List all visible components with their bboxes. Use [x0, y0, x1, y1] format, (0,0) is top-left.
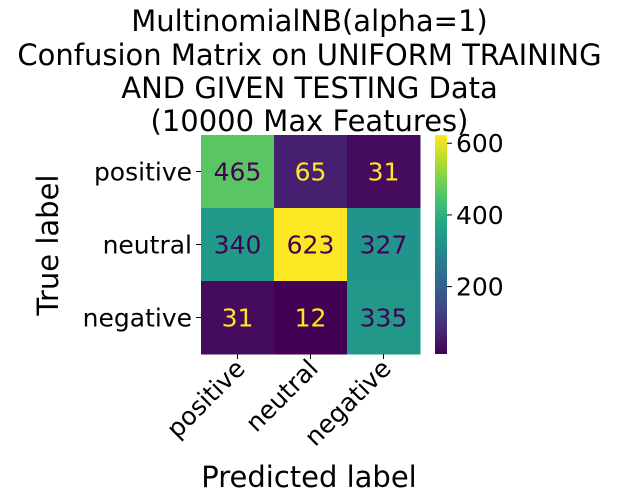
y-axis-ticks: positive neutral negative [83, 158, 201, 333]
matrix-cell [347, 281, 421, 355]
matrix-cell-labels: 465 65 31 340 623 327 31 12 335 [214, 158, 408, 333]
colorbar-tick-label: 200 [456, 273, 504, 302]
colorbar: 200 400 600 [435, 129, 504, 354]
y-tick-label: positive [94, 158, 192, 187]
title-line-3: AND GIVEN TESTING Data [121, 71, 498, 105]
cell-value-label: 340 [214, 231, 262, 260]
matrix-cell [274, 208, 348, 282]
cell-value-label: 327 [360, 231, 408, 260]
title-line-1: MultinomialNB(alpha=1) [131, 4, 488, 38]
y-axis-label: True label [31, 175, 65, 317]
colorbar-ticks: 200 400 600 [447, 129, 504, 302]
x-tick-label: positive [161, 354, 251, 444]
cell-value-label: 31 [222, 304, 254, 333]
cell-value-label: 65 [295, 158, 327, 187]
matrix-cell [347, 208, 421, 282]
matrix-cell [201, 135, 275, 209]
cell-value-label: 623 [287, 231, 335, 260]
colorbar-tick-label: 400 [456, 201, 504, 230]
matrix-cell [274, 135, 348, 209]
matrix-cell [347, 135, 421, 209]
cell-value-label: 465 [214, 158, 262, 187]
title-line-2: Confusion Matrix on UNIFORM TRAINING [17, 38, 602, 72]
colorbar-tick-label: 600 [456, 129, 504, 158]
title-line-4: (10000 Max Features) [150, 104, 469, 138]
matrix-cell [201, 208, 275, 282]
y-tick-label: neutral [103, 231, 192, 260]
matrix-cell [274, 281, 348, 355]
x-axis-label: Predicted label [201, 460, 417, 494]
matrix-cell [201, 281, 275, 355]
cell-value-label: 12 [295, 304, 327, 333]
y-tick-label: negative [83, 304, 192, 333]
cell-value-label: 31 [368, 158, 400, 187]
colorbar-gradient [435, 135, 447, 354]
matrix-cells [201, 135, 421, 355]
cell-value-label: 335 [360, 304, 408, 333]
